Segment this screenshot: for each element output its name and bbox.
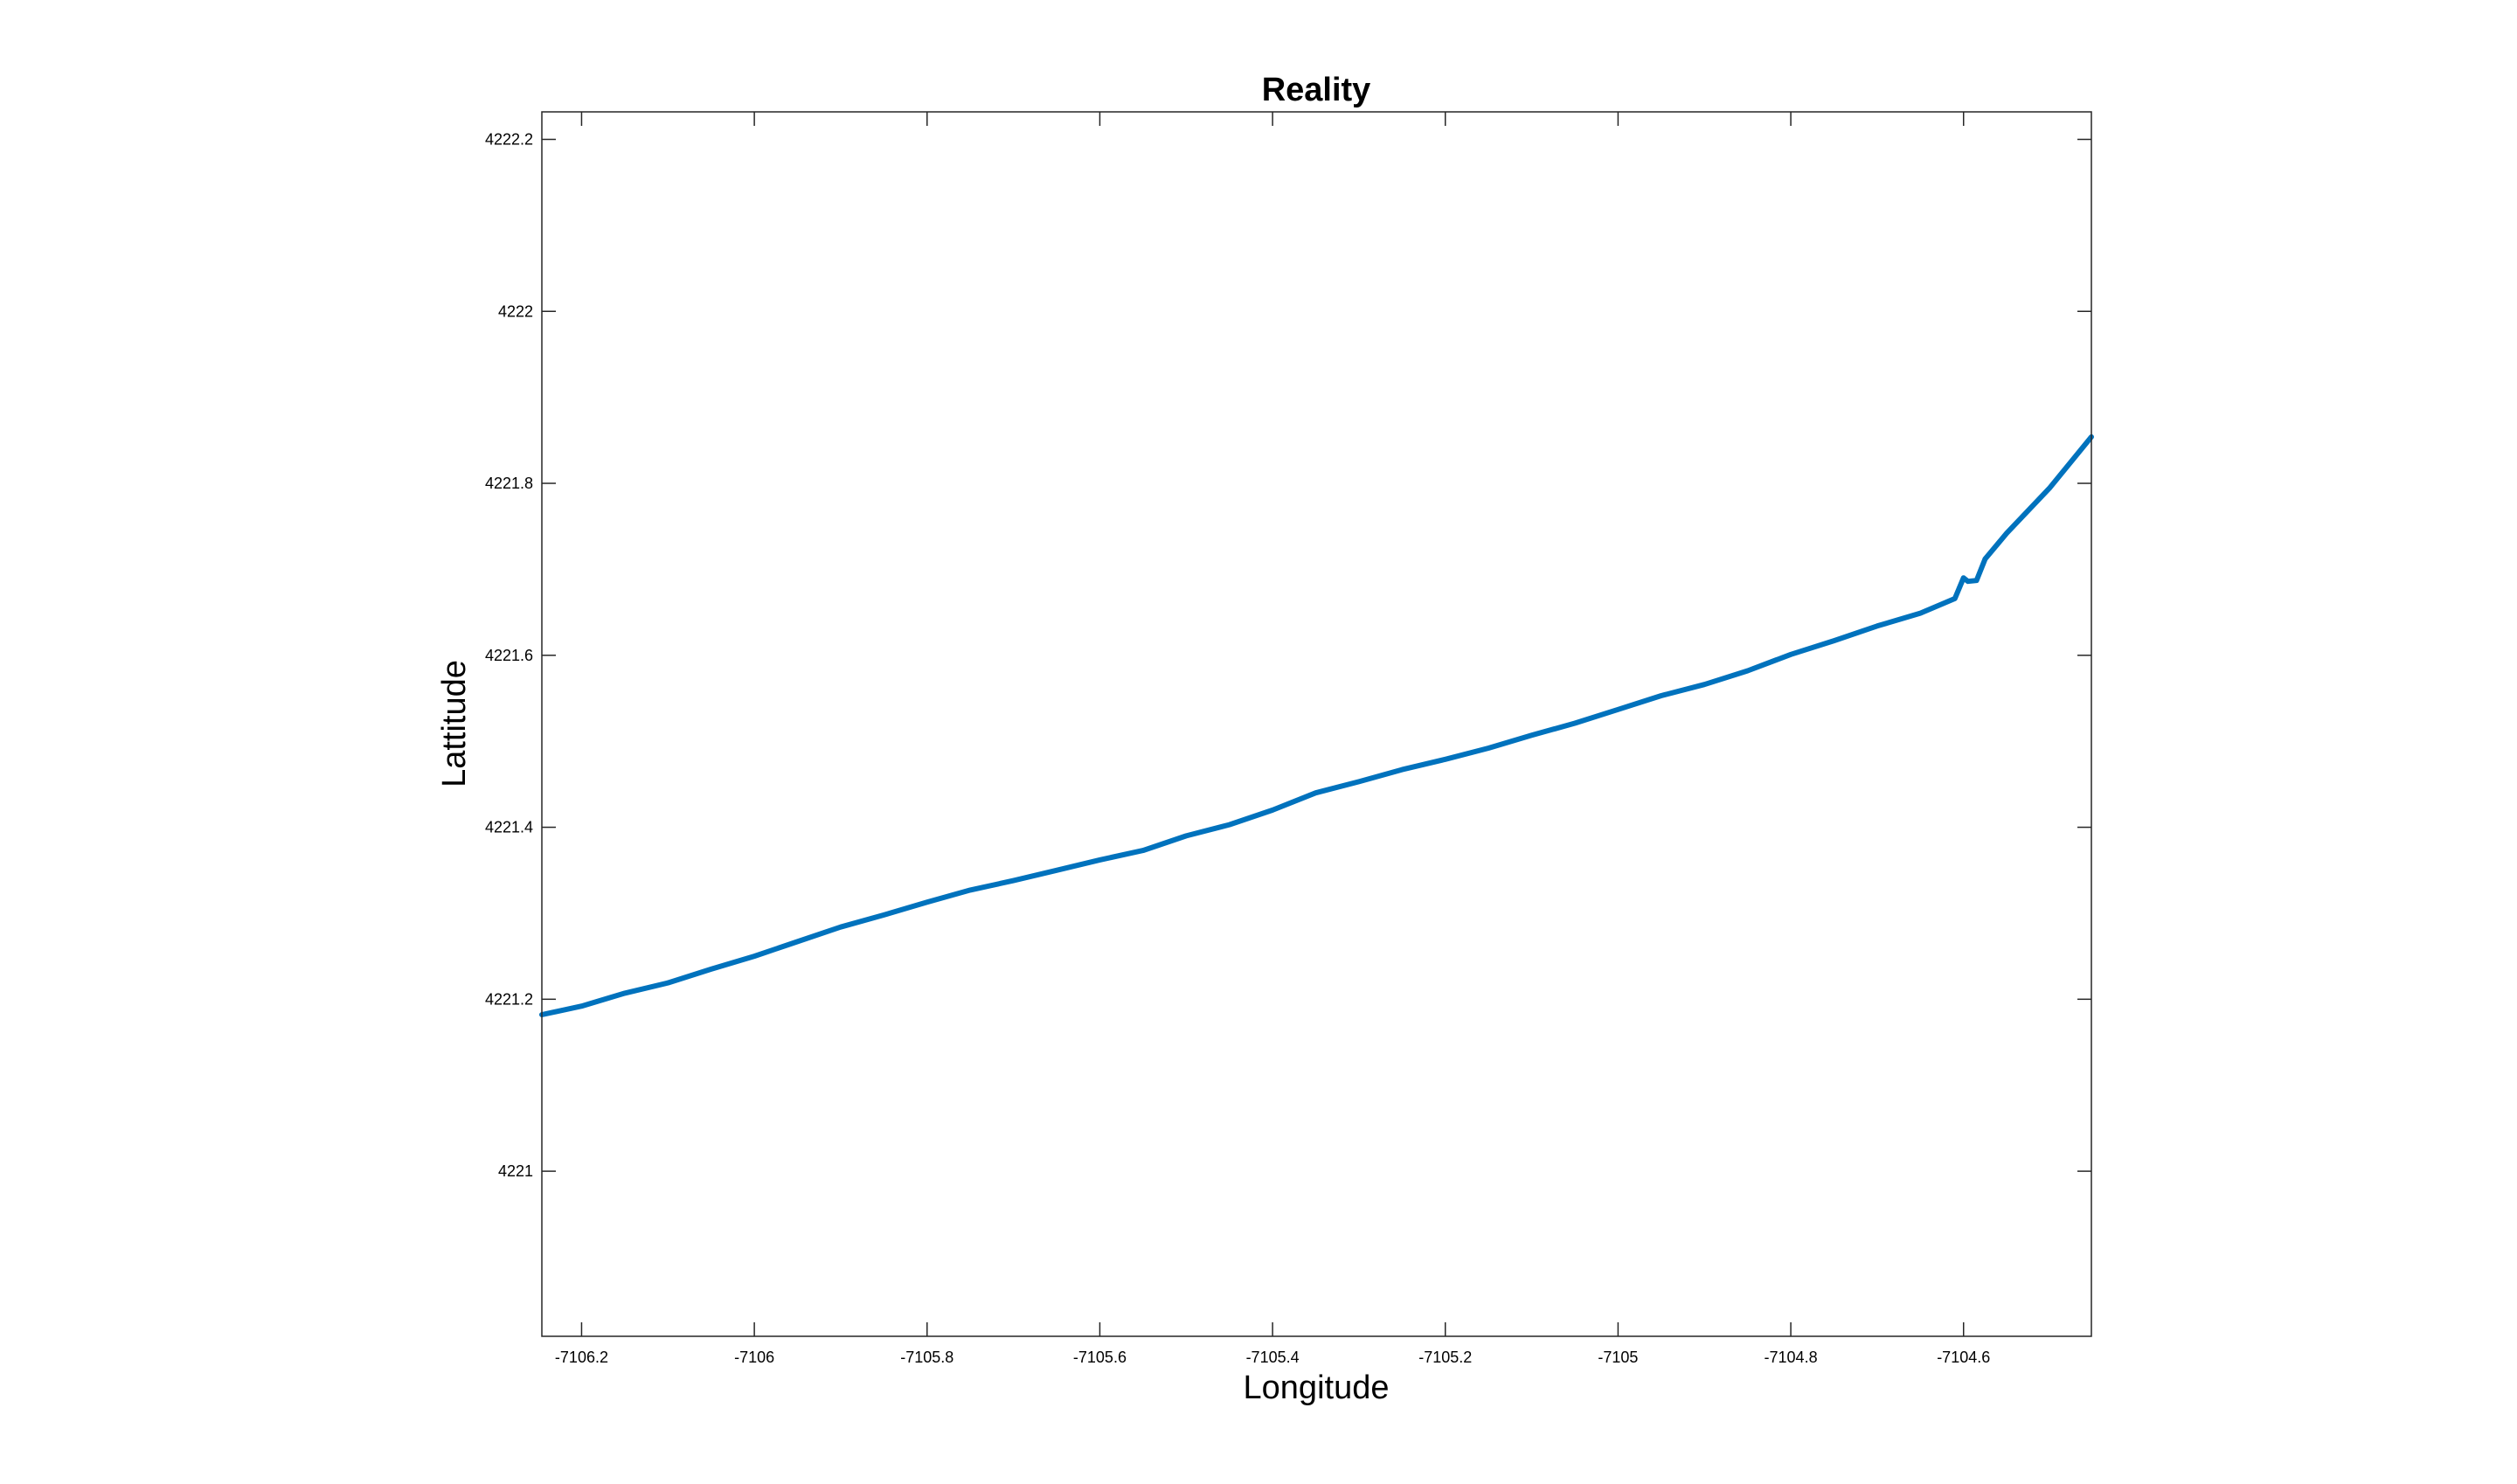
- plot-area: [542, 112, 2091, 1336]
- x-axis-tick-labels: -7106.2 -7106 -7105.8 -7105.6 -7105.4 -7105.2…: [555, 1349, 1990, 1366]
- y-axis-title: Lattitude: [436, 660, 473, 787]
- axes-box: [541, 111, 2092, 1337]
- x-tick-label: -7104.8: [1765, 1349, 1818, 1366]
- x-tick-label: -7105.2: [1418, 1349, 1472, 1366]
- series-group: [539, 433, 2094, 1017]
- x-tick-label: -7105.4: [1246, 1349, 1300, 1366]
- series-line: [539, 433, 2094, 1017]
- y-tick-label: 4221.2: [485, 990, 533, 1008]
- x-tick-label: -7106.2: [555, 1349, 608, 1366]
- y-tick-label: 4222.2: [485, 130, 533, 148]
- x-tick-label: -7104.6: [1937, 1349, 1990, 1366]
- x-tick-label: -7105.6: [1073, 1349, 1127, 1366]
- y-axis-ticks: [542, 138, 2091, 1172]
- y-tick-label: 4221: [498, 1162, 533, 1180]
- x-tick-label: -7106: [734, 1349, 774, 1366]
- y-axis-tick-labels: 4221 4221.2 4221.4 4221.6 4221.8 4222 4222.2: [485, 130, 533, 1180]
- x-axis-title: Longitude: [1244, 1370, 1390, 1406]
- chart-title: Reality: [1262, 72, 1371, 108]
- x-tick-label: -7105: [1598, 1349, 1638, 1366]
- x-axis-ticks: [580, 112, 1965, 1336]
- x-tick-label: -7105.8: [900, 1349, 953, 1366]
- y-tick-label: 4221.8: [485, 475, 533, 492]
- y-tick-label: 4222: [498, 302, 533, 320]
- y-tick-label: 4221.4: [485, 819, 533, 836]
- y-tick-label: 4221.6: [485, 647, 533, 664]
